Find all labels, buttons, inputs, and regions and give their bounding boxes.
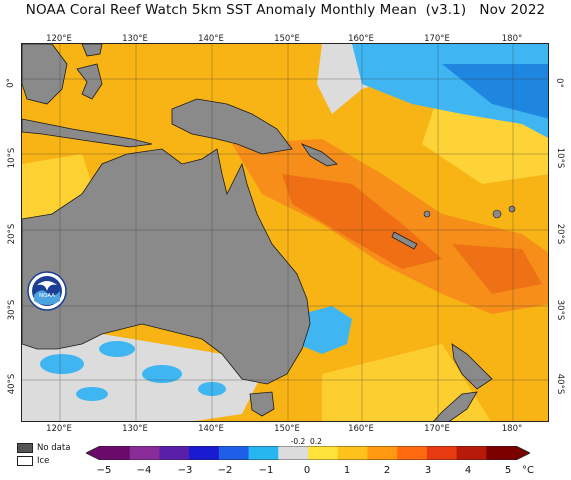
- lon-tick-bottom: 180°: [501, 424, 523, 434]
- colorbar-tick: −2: [217, 465, 233, 476]
- svg-text:NOAA: NOAA: [39, 293, 55, 299]
- lat-tick-right: 30°S: [555, 299, 566, 321]
- lon-tick-top: 130°E: [122, 34, 148, 44]
- java-land: [22, 118, 153, 148]
- lat-tick-left: 0°: [5, 78, 16, 88]
- colorbar-tick: −5: [96, 465, 112, 476]
- ocean-cold-region: [297, 306, 352, 354]
- colorbar-segment: [159, 446, 190, 460]
- colorbar-segment: [100, 446, 131, 460]
- lon-tick-top: 160°E: [348, 34, 374, 44]
- lat-tick-right: 10°S: [555, 147, 566, 169]
- legend-ice-swatch: [17, 456, 33, 466]
- lon-tick-top: 180°: [501, 34, 523, 44]
- lon-tick-bottom: 150°E: [274, 424, 300, 434]
- colorbar-segment: [218, 446, 250, 460]
- colorbar-tick: −3: [177, 465, 193, 476]
- legend-no-data-label: No data: [37, 443, 71, 453]
- colorbar-gradient: [86, 446, 530, 460]
- sst-anomaly-map[interactable]: [21, 43, 549, 422]
- map-canvas: [22, 44, 548, 421]
- ocean-cold-patch: [76, 387, 108, 401]
- new-caledonia: [391, 231, 418, 250]
- sulawesi-land: [76, 63, 103, 100]
- lon-tick-bottom: 120°E: [46, 424, 72, 434]
- lat-tick-right: 40°S: [555, 373, 566, 395]
- colorbar-segment: [129, 446, 160, 460]
- australia-land: [22, 148, 311, 385]
- lat-tick-right: 20°S: [555, 223, 566, 245]
- colorbar-segment: [426, 446, 458, 460]
- borneo-land: [22, 44, 68, 105]
- colorbar-small-label: 0.2: [310, 437, 322, 446]
- new-guinea-land: [171, 98, 293, 155]
- ocean-cold-patch: [142, 365, 182, 383]
- lon-tick-bottom: 170°E: [424, 424, 450, 434]
- lon-tick-top: 140°E: [198, 34, 224, 44]
- ocean-mild-region: [322, 344, 491, 421]
- lon-tick-top: 120°E: [46, 34, 72, 44]
- colorbar: [86, 446, 530, 460]
- colorbar-tick: 4: [464, 465, 472, 476]
- ocean-cold-patch: [99, 341, 135, 357]
- colorbar-max-arrow: [516, 446, 530, 460]
- colorbar-tick: −4: [136, 465, 152, 476]
- lat-tick-left: 20°S: [7, 223, 18, 245]
- lon-tick-bottom: 160°E: [348, 424, 374, 434]
- lat-tick-left: 40°S: [7, 373, 18, 395]
- legend-no-data-swatch: [17, 443, 33, 453]
- new-zealand-north: [451, 343, 493, 390]
- map-gridlines: [22, 44, 548, 421]
- pacific-island: [508, 205, 516, 213]
- lon-tick-bottom: 140°E: [198, 424, 224, 434]
- colorbar-min-arrow: [86, 446, 100, 460]
- colorbar-unit: °C: [522, 465, 534, 476]
- colorbar-tick: 5: [504, 465, 512, 476]
- colorbar-segment: [486, 446, 517, 460]
- lat-tick-right: 0°: [553, 78, 564, 88]
- colorbar-segment: [337, 446, 368, 460]
- colorbar-tick: 0: [303, 465, 311, 476]
- ocean-cold-patch: [40, 354, 84, 374]
- colorbar-segment: [367, 446, 398, 460]
- colorbar-tick: 1: [343, 465, 351, 476]
- legend-ice: Ice: [17, 456, 49, 466]
- colorbar-segment: [397, 446, 428, 460]
- legend-ice-label: Ice: [37, 456, 50, 466]
- colorbar-tick: −1: [258, 465, 274, 476]
- lat-tick-left: 10°S: [7, 147, 18, 169]
- noaa-logo-icon: NOAA: [27, 271, 67, 311]
- colorbar-segment: [456, 446, 487, 460]
- lon-tick-top: 170°E: [424, 34, 450, 44]
- colorbar-small-label: -0.2: [290, 437, 306, 446]
- tasmania-land: [249, 391, 275, 417]
- ocean-cold-region: [442, 64, 548, 119]
- colorbar-segment: [248, 446, 279, 460]
- pacific-island: [492, 209, 502, 219]
- colorbar-segment: [278, 446, 309, 460]
- legend-no-data: No data: [17, 443, 70, 453]
- lon-tick-top: 150°E: [274, 34, 300, 44]
- colorbar-tick: 2: [383, 465, 391, 476]
- colorbar-tick: 3: [424, 465, 432, 476]
- lon-tick-bottom: 130°E: [122, 424, 148, 434]
- pacific-island: [423, 210, 431, 218]
- map-title: NOAA Coral Reef Watch 5km SST Anomaly Mo…: [25, 2, 546, 18]
- new-zealand-south: [433, 391, 478, 421]
- lat-tick-left: 30°S: [7, 299, 18, 321]
- colorbar-segment: [189, 446, 220, 460]
- philippines-land: [81, 44, 103, 57]
- colorbar-segment: [308, 446, 339, 460]
- ocean-hot-region: [452, 244, 542, 294]
